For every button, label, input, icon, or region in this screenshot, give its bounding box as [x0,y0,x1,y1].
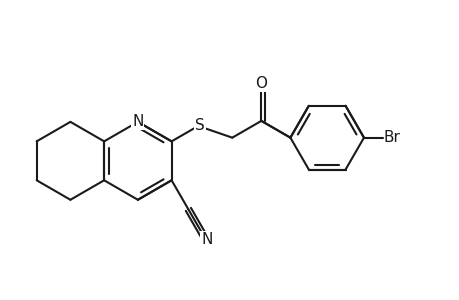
Text: Br: Br [383,130,400,145]
Text: S: S [195,118,204,133]
Text: O: O [255,76,267,91]
Text: N: N [132,114,143,129]
Text: N: N [201,232,212,247]
